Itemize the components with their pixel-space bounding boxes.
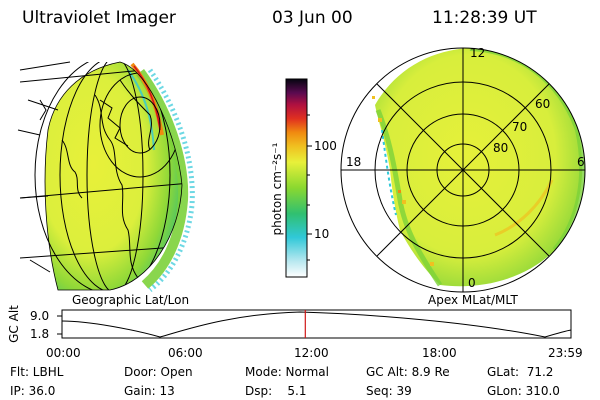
image-date: 03 Jun 00 bbox=[272, 8, 353, 28]
instrument-title: Ultraviolet Imager bbox=[22, 8, 176, 28]
glon-info: GLon: 310.0 bbox=[487, 384, 560, 398]
image-time: 11:28:39 UT bbox=[432, 8, 537, 28]
dsp-info: Dsp: 5.1 bbox=[245, 384, 307, 398]
door-info: Door: Open bbox=[124, 365, 193, 379]
orbit-y-axis-label: GC Alt bbox=[7, 305, 21, 343]
orbit-x-tick-2359: 23:59 bbox=[548, 346, 583, 360]
orbit-plot bbox=[57, 309, 572, 339]
gc-alt-info: GC Alt: 8.9 Re bbox=[366, 365, 450, 379]
orbit-x-tick-0600: 06:00 bbox=[168, 346, 203, 360]
orbit-x-tick-0000: 00:00 bbox=[46, 346, 81, 360]
mlat-label-60: 60 bbox=[535, 97, 551, 111]
color-scale-bar bbox=[285, 78, 312, 278]
mlt-label-6: 6 bbox=[577, 155, 585, 169]
colorbar-unit-label: photon cm⁻²s⁻¹ bbox=[270, 142, 284, 236]
filter-info: Flt: LBHL bbox=[10, 365, 64, 379]
orbit-y-tick-low: 1.8 bbox=[30, 327, 50, 341]
mode-info: Mode: Normal bbox=[245, 365, 329, 379]
mlt-label-18: 18 bbox=[346, 155, 362, 169]
orbit-x-tick-1800: 18:00 bbox=[422, 346, 457, 360]
colorbar-tick-10: 10 bbox=[314, 227, 330, 241]
seq-info: Seq: 39 bbox=[366, 384, 412, 398]
glat-info: GLat: 71.2 bbox=[487, 365, 554, 379]
ip-info: IP: 36.0 bbox=[10, 384, 56, 398]
polar-panel-label: Apex MLat/MLT bbox=[428, 293, 518, 307]
polar-image bbox=[340, 47, 586, 293]
geographic-panel-label: Geographic Lat/Lon bbox=[72, 293, 190, 307]
colorbar-tick-100: 100 bbox=[314, 139, 337, 153]
gain-info: Gain: 13 bbox=[124, 384, 175, 398]
mlat-label-80: 80 bbox=[493, 141, 509, 155]
orbit-x-tick-1200: 12:00 bbox=[294, 346, 329, 360]
orbit-y-tick-high: 9.0 bbox=[30, 309, 50, 323]
mlat-label-70: 70 bbox=[512, 120, 528, 134]
mlt-label-12: 12 bbox=[470, 46, 486, 60]
mlt-label-0: 0 bbox=[468, 276, 476, 290]
geographic-image bbox=[17, 61, 195, 292]
